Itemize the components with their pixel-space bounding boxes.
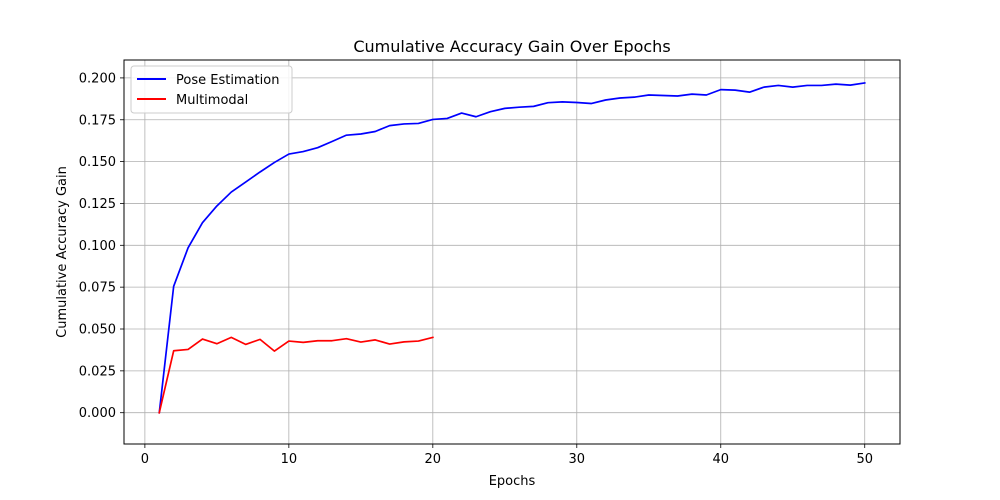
y-tick-label: 0.000 (79, 406, 116, 421)
legend-label-multimodal: Multimodal (176, 93, 248, 108)
data-series (158, 81, 866, 414)
y-tick-label: 0.125 (79, 197, 116, 212)
x-tick-label: 0 (141, 452, 149, 467)
y-tick-label: 0.025 (79, 364, 116, 379)
chart-title: Cumulative Accuracy Gain Over Epochs (353, 37, 670, 56)
x-tick-label: 30 (569, 452, 586, 467)
series-line-multimodal (158, 336, 434, 414)
axes: 0 10 20 30 40 50 0.000 0.025 0.050 0.075 0.100 0.12… (79, 71, 873, 467)
legend-box (130, 65, 293, 114)
x-tick-label: 10 (281, 452, 298, 467)
x-tick-label: 40 (712, 452, 729, 467)
y-tick-label: 0.075 (79, 281, 116, 296)
y-tick-label: 0.175 (79, 113, 116, 128)
y-tick-label: 0.100 (79, 239, 116, 254)
y-tick-label: 0.200 (79, 71, 116, 86)
grid-lines (124, 60, 900, 444)
y-tick-label: 0.150 (79, 155, 116, 170)
y-axis-label: Cumulative Accuracy Gain (55, 166, 70, 338)
series-line-pose-estimation (158, 81, 866, 414)
x-axis-label: Epochs (489, 474, 536, 489)
plot-frame (123, 59, 901, 445)
legend-label-pose-estimation: Pose Estimation (176, 73, 279, 88)
legend: Pose Estimation Multimodal (130, 65, 293, 114)
x-tick-label: 20 (425, 452, 442, 467)
x-tick-label: 50 (856, 452, 873, 467)
y-tick-label: 0.050 (79, 323, 116, 338)
